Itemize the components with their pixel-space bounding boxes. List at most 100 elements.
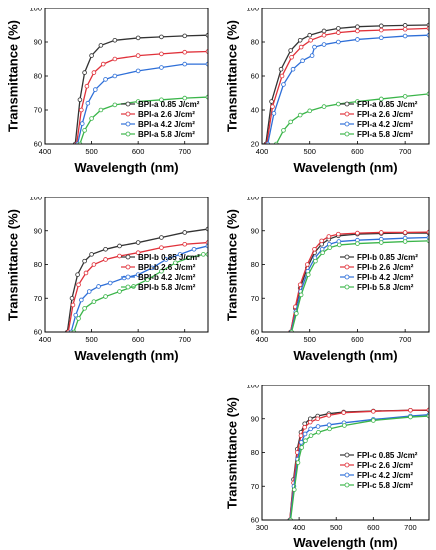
data-point [187, 255, 192, 261]
data-point [307, 108, 313, 114]
x-axis-label: Wavelength (nm) [293, 160, 398, 175]
data-point [82, 70, 87, 75]
data-point [297, 112, 303, 118]
data-point [402, 94, 408, 99]
data-point [82, 306, 87, 311]
data-point [75, 272, 80, 277]
y-tick-label: 80 [34, 260, 42, 269]
data-point [135, 68, 141, 74]
data-point [135, 240, 141, 245]
data-point [336, 30, 341, 35]
data-point [84, 83, 90, 89]
legend-label: FPI-c 0.85 J/cm² [357, 451, 418, 460]
y-tick-label: 60 [251, 328, 259, 337]
legend-label: FPI-a 5.8 J/cm² [357, 130, 413, 139]
y-tick-label: 70 [251, 294, 259, 303]
data-point [83, 270, 89, 276]
series-line-4 [290, 240, 429, 332]
data-point [378, 27, 384, 33]
y-tick-label: 60 [34, 328, 42, 337]
data-point [117, 243, 122, 249]
data-point [291, 487, 297, 492]
x-tick-label: 500 [330, 523, 343, 532]
y-tick-label: 70 [34, 106, 42, 115]
data-point [159, 268, 164, 274]
legend-label: BPI-b 2.6 J/cm² [138, 263, 196, 272]
data-point [89, 116, 94, 121]
data-point [135, 35, 141, 41]
y-tick-label: 20 [251, 140, 259, 149]
y-axis-label-wrap: Transmittance (%) [222, 385, 242, 520]
x-tick-label: 600 [367, 523, 380, 532]
x-tick-label: 400 [256, 335, 269, 344]
y-axis-label-wrap: Transmittance (%) [222, 197, 242, 332]
data-point [320, 250, 325, 255]
legend-marker [125, 254, 131, 260]
data-point [294, 311, 299, 316]
data-point [300, 58, 305, 63]
data-point [326, 422, 332, 428]
legend-label: FPI-c 2.6 J/cm² [357, 461, 413, 470]
legend-marker [125, 274, 131, 280]
data-point [281, 82, 286, 87]
data-point [76, 316, 81, 321]
data-point [308, 426, 313, 432]
legend-marker [125, 111, 131, 117]
data-point [117, 253, 122, 259]
data-point [378, 96, 384, 102]
data-point [159, 65, 164, 70]
data-point [82, 258, 87, 264]
data-point [378, 230, 384, 235]
data-point [279, 73, 285, 79]
legend-label: BPI-b 0.85 J/cm² [138, 253, 200, 262]
data-point [73, 312, 79, 318]
data-point [297, 282, 303, 288]
legend-label: FPI-a 4.2 J/cm² [357, 120, 413, 129]
data-point [182, 49, 188, 55]
data-point [149, 265, 155, 271]
data-point [271, 111, 277, 116]
data-point [298, 433, 304, 438]
legend-label: FPI-c 4.2 J/cm² [357, 471, 413, 480]
series-line-1 [265, 24, 429, 144]
legend-label: BPI-a 0.85 J/cm² [138, 100, 200, 109]
data-point [103, 257, 108, 262]
data-point [355, 37, 360, 42]
legend-marker [344, 101, 350, 107]
data-point [299, 440, 304, 445]
x-tick-label: 700 [399, 147, 412, 156]
y-axis-label: Transmittance (%) [5, 208, 21, 321]
data-point [336, 101, 341, 107]
legend-marker [344, 254, 350, 260]
data-point [79, 107, 84, 113]
data-point [182, 230, 188, 235]
data-point [92, 87, 98, 92]
data-point [112, 102, 118, 108]
data-point [82, 128, 87, 133]
legend-label: FPI-b 2.6 J/cm² [357, 263, 414, 272]
data-point [278, 66, 284, 72]
data-point [290, 66, 296, 72]
data-point [299, 445, 305, 450]
legend-marker [344, 264, 350, 270]
data-point [326, 413, 332, 418]
data-point [159, 245, 164, 250]
data-point [336, 26, 341, 31]
legend-label: FPI-a 2.6 J/cm² [357, 110, 413, 119]
data-point [308, 433, 314, 438]
legend-label: BPI-b 5.8 J/cm² [138, 283, 196, 292]
series-line-4 [289, 415, 429, 520]
x-tick-label: 700 [404, 523, 417, 532]
data-point [402, 230, 408, 235]
legend-label: FPI-a 0.85 J/cm² [357, 100, 418, 109]
data-point [177, 252, 183, 257]
data-point [135, 53, 141, 58]
legend-label: BPI-b 4.2 J/cm² [138, 273, 196, 282]
data-point [408, 408, 413, 413]
data-point [327, 245, 333, 250]
x-tick-label: 400 [39, 335, 52, 344]
x-tick-label: 400 [39, 147, 52, 156]
data-point [312, 44, 317, 50]
